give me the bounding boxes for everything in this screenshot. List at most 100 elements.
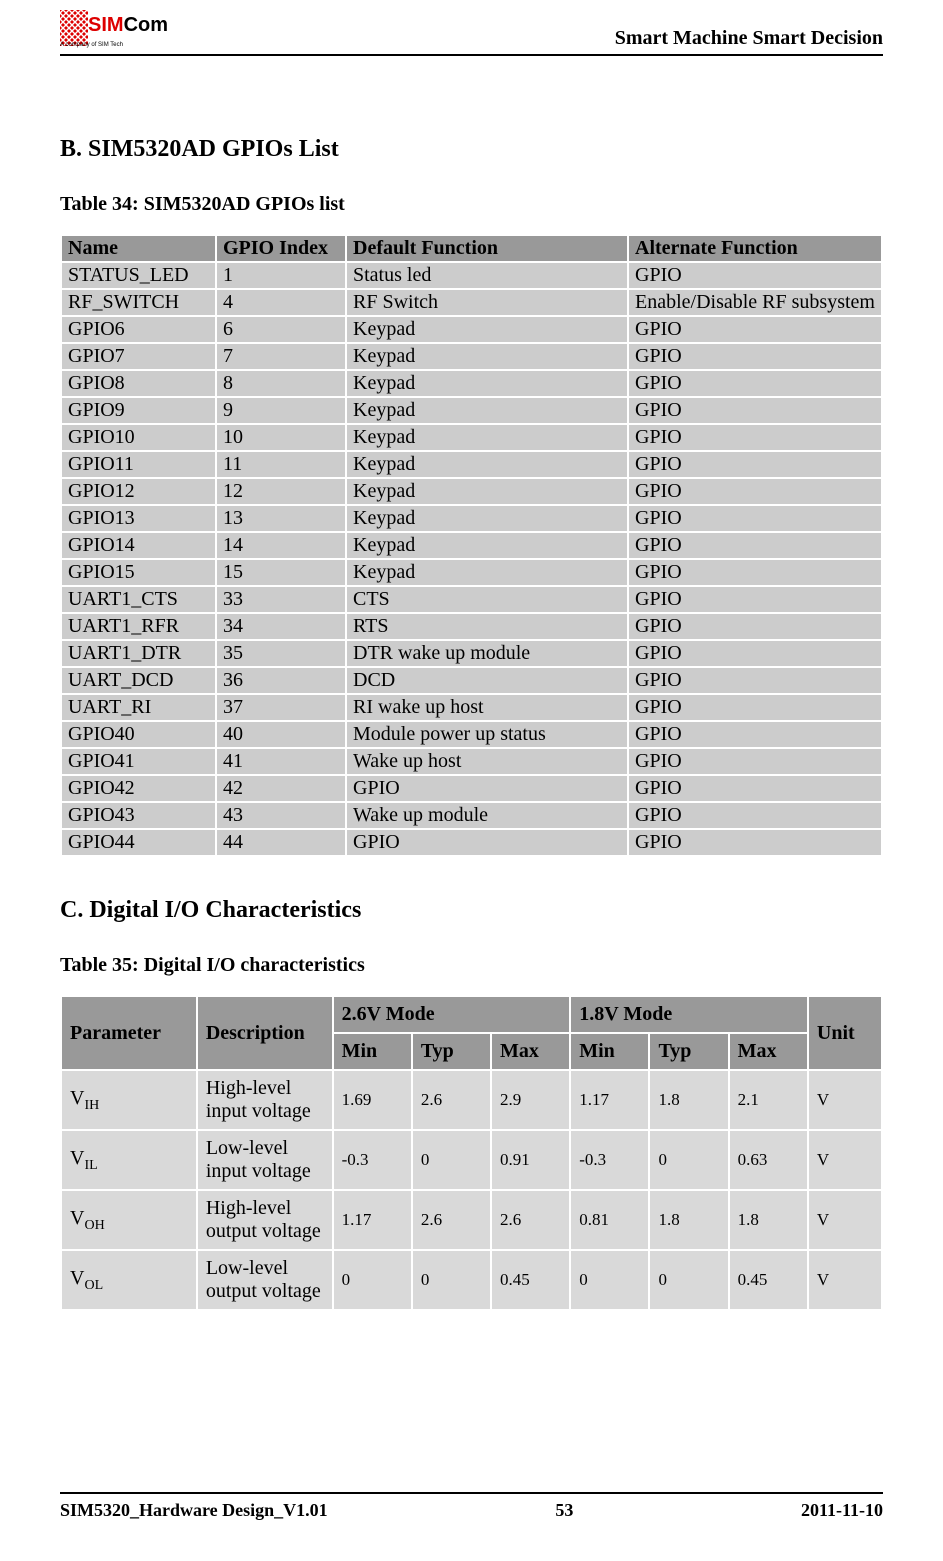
col-unit: Unit — [809, 997, 881, 1069]
table-row: GPIO77KeypadGPIO — [62, 344, 881, 369]
logo-prefix: SIM — [88, 14, 124, 36]
table-cell: 11 — [217, 452, 345, 477]
table-cell: GPIO42 — [62, 776, 215, 801]
table-cell: GPIO — [629, 695, 881, 720]
value-cell: 1.8 — [650, 1191, 727, 1249]
col-18-max: Max — [730, 1034, 807, 1069]
io-characteristics-table: Parameter Description 2.6V Mode 1.8V Mod… — [60, 995, 883, 1311]
footer-doc: SIM5320_Hardware Design_V1.01 — [60, 1500, 328, 1521]
table-cell: GPIO — [347, 830, 627, 855]
table-cell: GPIO — [629, 560, 881, 585]
unit-cell: V — [809, 1071, 881, 1129]
table-cell: Keypad — [347, 425, 627, 450]
value-cell: 1.17 — [334, 1191, 411, 1249]
table-cell: Module power up status — [347, 722, 627, 747]
table-cell: UART1_CTS — [62, 587, 215, 612]
table-cell: GPIO11 — [62, 452, 215, 477]
col-description: Description — [198, 997, 332, 1069]
col-18-typ: Typ — [650, 1034, 727, 1069]
table-cell: GPIO — [629, 452, 881, 477]
table-cell: GPIO — [629, 830, 881, 855]
value-cell: 0 — [334, 1251, 411, 1309]
table-cell: 42 — [217, 776, 345, 801]
col-parameter: Parameter — [62, 997, 196, 1069]
table-cell: GPIO — [629, 506, 881, 531]
value-cell: 0 — [650, 1251, 727, 1309]
value-cell: 0 — [571, 1251, 648, 1309]
value-cell: 2.6 — [492, 1191, 569, 1249]
table-cell: 40 — [217, 722, 345, 747]
parameter-cell: VIH — [62, 1071, 196, 1129]
table-cell: GPIO — [629, 803, 881, 828]
table-row: GPIO1414KeypadGPIO — [62, 533, 881, 558]
description-cell: Low-level output voltage — [198, 1251, 332, 1309]
table-row: GPIO4343Wake up moduleGPIO — [62, 803, 881, 828]
value-cell: 2.6 — [413, 1191, 490, 1249]
table-cell: Keypad — [347, 398, 627, 423]
value-cell: 2.6 — [413, 1071, 490, 1129]
table-cell: Enable/Disable RF subsystem — [629, 290, 881, 315]
table-cell: GPIO10 — [62, 425, 215, 450]
table-cell: Wake up host — [347, 749, 627, 774]
table-cell: GPIO — [629, 398, 881, 423]
table-cell: Status led — [347, 263, 627, 288]
table-cell: Keypad — [347, 506, 627, 531]
table-row: VOLLow-level output voltage000.45000.45V — [62, 1251, 881, 1309]
value-cell: 1.8 — [730, 1191, 807, 1249]
table-cell: GPIO15 — [62, 560, 215, 585]
table-cell: 13 — [217, 506, 345, 531]
table-cell: GPIO — [629, 722, 881, 747]
value-cell: -0.3 — [334, 1131, 411, 1189]
table-cell: GPIO — [629, 587, 881, 612]
table-row: UART_RI37RI wake up hostGPIO — [62, 695, 881, 720]
table-cell: GPIO — [629, 533, 881, 558]
table-cell: GPIO44 — [62, 830, 215, 855]
logo-main: Com — [124, 14, 168, 36]
col-18-min: Min — [571, 1034, 648, 1069]
table-cell: 37 — [217, 695, 345, 720]
value-cell: 0.45 — [492, 1251, 569, 1309]
table-cell: 8 — [217, 371, 345, 396]
table-cell: UART1_DTR — [62, 641, 215, 666]
table-cell: STATUS_LED — [62, 263, 215, 288]
table-row: GPIO4141Wake up hostGPIO — [62, 749, 881, 774]
table-cell: 9 — [217, 398, 345, 423]
table-cell: 12 — [217, 479, 345, 504]
table-cell: GPIO7 — [62, 344, 215, 369]
table-cell: UART_RI — [62, 695, 215, 720]
table-row: RF_SWITCH4RF SwitchEnable/Disable RF sub… — [62, 290, 881, 315]
table-row: GPIO1111KeypadGPIO — [62, 452, 881, 477]
table-cell: RTS — [347, 614, 627, 639]
table-cell: GPIO — [629, 371, 881, 396]
table-cell: GPIO — [629, 776, 881, 801]
col-26-max: Max — [492, 1034, 569, 1069]
table-cell: 41 — [217, 749, 345, 774]
value-cell: 0 — [413, 1131, 490, 1189]
table-cell: RI wake up host — [347, 695, 627, 720]
table-cell: 15 — [217, 560, 345, 585]
table-row: UART1_RFR34RTSGPIO — [62, 614, 881, 639]
col-18v-mode: 1.8V Mode — [571, 997, 807, 1032]
unit-cell: V — [809, 1251, 881, 1309]
value-cell: 0.63 — [730, 1131, 807, 1189]
value-cell: 1.17 — [571, 1071, 648, 1129]
page-header: SIMCom A company of SIM Tech Smart Machi… — [60, 0, 883, 56]
col-gpio-index: GPIO Index — [217, 236, 345, 261]
table-cell: Keypad — [347, 479, 627, 504]
table-row: GPIO88KeypadGPIO — [62, 371, 881, 396]
table-cell: Wake up module — [347, 803, 627, 828]
table-34-caption: Table 34: SIM5320AD GPIOs list — [60, 193, 883, 216]
table-cell: RF_SWITCH — [62, 290, 215, 315]
table-row: GPIO1515KeypadGPIO — [62, 560, 881, 585]
col-default-function: Default Function — [347, 236, 627, 261]
value-cell: -0.3 — [571, 1131, 648, 1189]
table-cell: GPIO — [629, 641, 881, 666]
table-row: GPIO1313KeypadGPIO — [62, 506, 881, 531]
table-cell: 1 — [217, 263, 345, 288]
table-cell: 36 — [217, 668, 345, 693]
value-cell: 0 — [413, 1251, 490, 1309]
table-cell: CTS — [347, 587, 627, 612]
table-cell: 43 — [217, 803, 345, 828]
table-row: GPIO4242GPIOGPIO — [62, 776, 881, 801]
table-cell: GPIO — [629, 263, 881, 288]
